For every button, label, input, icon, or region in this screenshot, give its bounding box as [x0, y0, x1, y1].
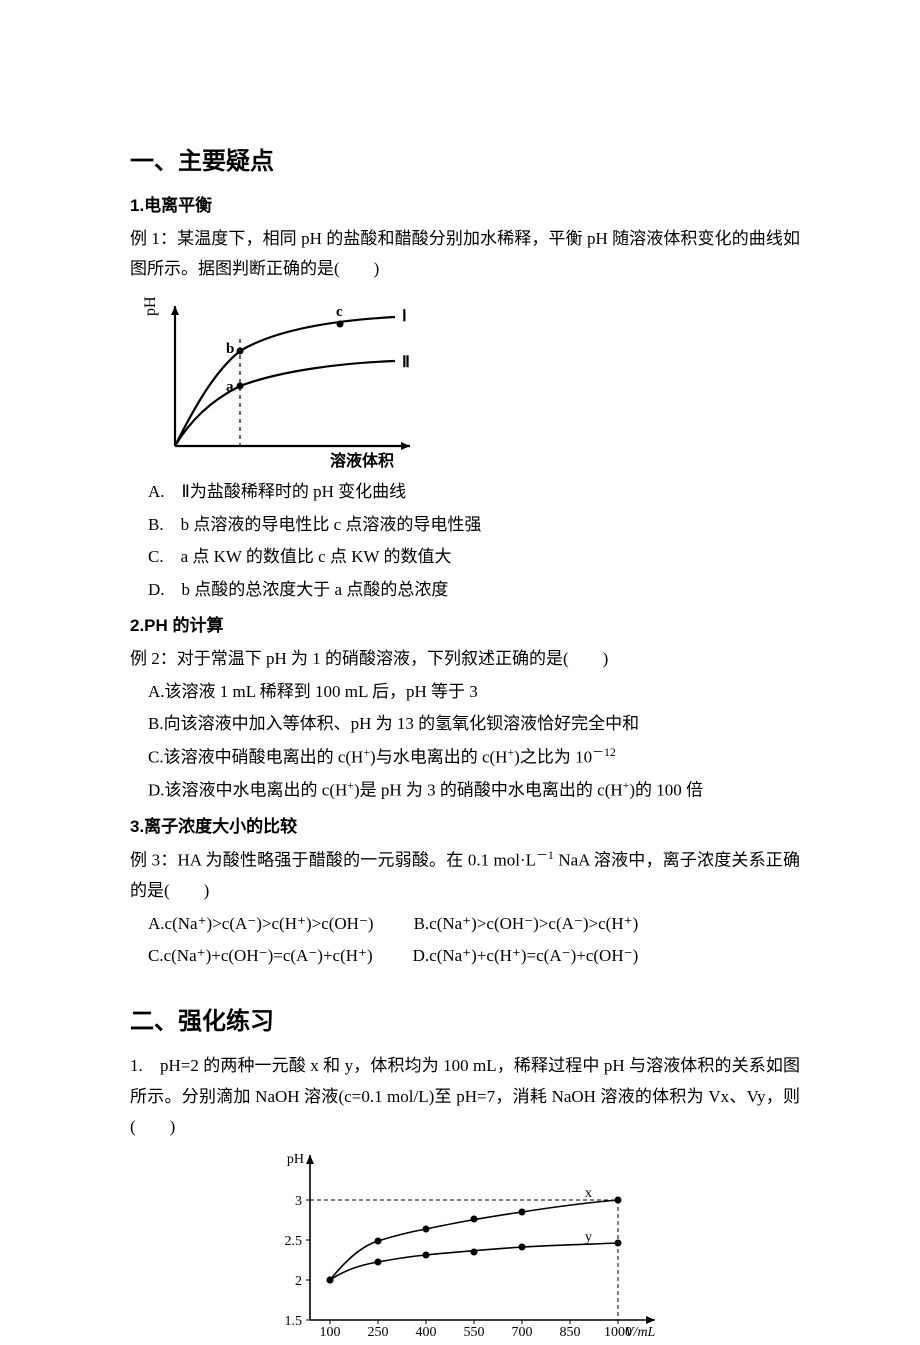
section2-heading: 二、强化练习 — [130, 1000, 800, 1043]
q1-text: 1. pH=2 的两种一元酸 x 和 y，体积均为 100 mL，稀释过程中 p… — [130, 1051, 800, 1143]
svg-text:550: 550 — [464, 1325, 485, 1340]
svg-text:pH: pH — [287, 1152, 304, 1167]
svg-text:2: 2 — [295, 1274, 302, 1289]
ex2-option-a: A.该溶液 1 mL 稀释到 100 mL 后，pH 等于 3 — [148, 677, 800, 708]
svg-text:2.5: 2.5 — [285, 1234, 303, 1249]
ex2c-suffix: )之比为 10 — [514, 747, 592, 766]
ex2d-mid: )是 pH 为 3 的硝酸中水电离出的 c(H — [354, 781, 623, 800]
svg-text:c: c — [336, 304, 343, 320]
ex3-option-c: C.c(Na⁺)+c(OH⁻)=c(A⁻)+c(H⁺) — [148, 941, 373, 972]
ex1-option-d: D. b 点酸的总浓度大于 a 点酸的总浓度 — [148, 575, 800, 606]
sub2-title: 2.PH 的计算 — [130, 611, 800, 642]
ex3-option-a: A.c(Na⁺)>c(A⁻)>c(H⁺)>c(OH⁻) — [148, 909, 374, 940]
svg-text:100: 100 — [320, 1325, 341, 1340]
svg-text:Ⅰ: Ⅰ — [402, 308, 407, 325]
svg-text:250: 250 — [368, 1325, 389, 1340]
svg-text:x: x — [585, 1186, 592, 1201]
svg-text:b: b — [226, 341, 234, 357]
ex2-option-b: B.向该溶液中加入等体积、pH 为 13 的氢氧化钡溶液恰好完全中和 — [148, 709, 800, 740]
sub1-title: 1.电离平衡 — [130, 191, 800, 222]
svg-text:pH: pH — [142, 296, 159, 316]
example3-text: 例 3：HA 为酸性略强于醋酸的一元弱酸。在 0.1 mol·L－1 NaA 溶… — [130, 845, 800, 907]
ex2d-suffix: )的 100 倍 — [629, 781, 703, 800]
svg-text:700: 700 — [512, 1325, 533, 1340]
ex2c-prefix: C.该溶液中硝酸电离出的 c(H — [148, 747, 363, 766]
chart2: pHV/mL1.522.531002504005507008501000xy — [255, 1145, 675, 1345]
svg-text:a: a — [226, 379, 234, 395]
example1-text: 例 1：某温度下，相同 pH 的盐酸和醋酸分别加水稀释，平衡 pH 随溶液体积变… — [130, 224, 800, 285]
svg-text:y: y — [585, 1230, 592, 1245]
ex1-option-c: C. a 点 KW 的数值比 c 点 KW 的数值大 — [148, 542, 800, 573]
ex3-row2: C.c(Na⁺)+c(OH⁻)=c(A⁻)+c(H⁺) D.c(Na⁺)+c(H… — [148, 941, 800, 972]
sub3-title: 3.离子浓度大小的比较 — [130, 812, 800, 843]
ex1-option-a: A. Ⅱ为盐酸稀释时的 pH 变化曲线 — [148, 477, 800, 508]
ex3-option-d: D.c(Na⁺)+c(H⁺)=c(A⁻)+c(OH⁻) — [413, 941, 639, 972]
svg-text:1000: 1000 — [604, 1325, 632, 1340]
svg-text:3: 3 — [295, 1194, 302, 1209]
section1-heading: 一、主要疑点 — [130, 140, 800, 183]
ex2c-mid: )与水电离出的 c(H — [370, 747, 507, 766]
chart1: pH 溶液体积 Ⅰ Ⅱa b c — [140, 291, 430, 471]
ex1-option-b: B. b 点溶液的导电性比 c 点溶液的导电性强 — [148, 510, 800, 541]
svg-text:1.5: 1.5 — [285, 1314, 303, 1329]
ex2d-prefix: D.该溶液中水电离出的 c(H — [148, 781, 347, 800]
svg-text:400: 400 — [416, 1325, 437, 1340]
ex2-option-c: C.该溶液中硝酸电离出的 c(H+)与水电离出的 c(H+)之比为 10－12 — [148, 742, 800, 773]
svg-text:Ⅱ: Ⅱ — [402, 354, 410, 371]
svg-text:850: 850 — [560, 1325, 581, 1340]
ex3-prefix: 例 3：HA 为酸性略强于醋酸的一元弱酸。在 0.1 mol·L — [130, 850, 536, 869]
ex3-row1: A.c(Na⁺)>c(A⁻)>c(H⁺)>c(OH⁻) B.c(Na⁺)>c(O… — [148, 909, 800, 940]
svg-text:溶液体积: 溶液体积 — [330, 451, 394, 470]
ex2-option-d: D.该溶液中水电离出的 c(H+)是 pH 为 3 的硝酸中水电离出的 c(H+… — [148, 775, 800, 806]
example2-text: 例 2：对于常温下 pH 为 1 的硝酸溶液，下列叙述正确的是( ) — [130, 644, 800, 675]
ex3-option-b: B.c(Na⁺)>c(OH⁻)>c(A⁻)>c(H⁺) — [414, 909, 639, 940]
